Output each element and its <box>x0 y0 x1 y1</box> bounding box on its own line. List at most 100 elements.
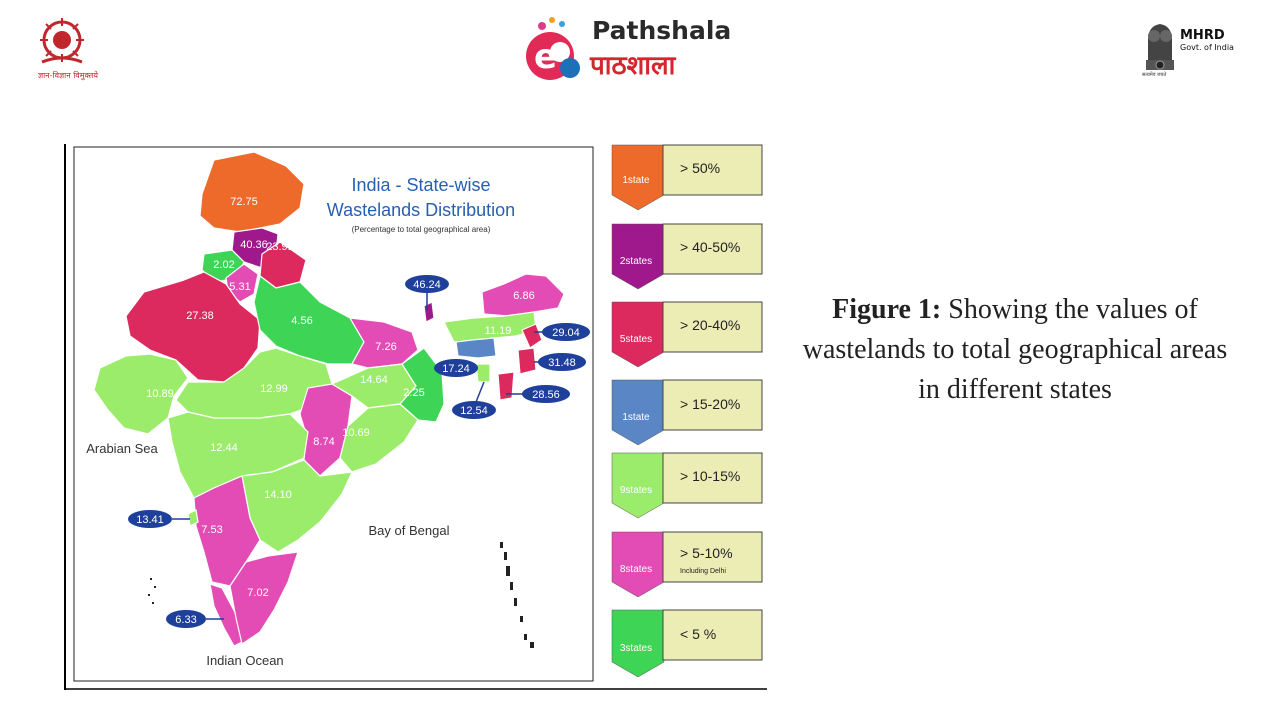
legend-range: > 10-15% <box>680 468 740 484</box>
india-wasteland-map: India - State-wise Wastelands Distributi… <box>64 144 767 690</box>
state-jammu-kashmir <box>199 151 305 233</box>
state-value-label: 2.25 <box>403 387 424 399</box>
legend-count: 1state <box>622 412 650 423</box>
legend-box <box>662 223 763 275</box>
legend-item: 3states < 5 % <box>611 609 763 678</box>
legend-item: 1state > 15-20% <box>611 379 763 446</box>
state-value-label: 23.91 <box>266 241 294 253</box>
state-value-label: 40.36 <box>240 239 268 251</box>
legend-count: 1state <box>622 175 650 186</box>
legend-item: 8states > 5-10% Including Delhi <box>611 531 763 598</box>
ugc-logo: ज्ञान-विज्ञान विमुक्तये <box>28 14 108 84</box>
legend-box <box>662 531 763 583</box>
callout-value: 46.24 <box>413 279 441 291</box>
caption-label: Figure 1: <box>832 294 942 325</box>
legend-chevron <box>611 452 665 519</box>
map-title-line2: Wastelands Distribution <box>327 200 515 220</box>
caption-text: Showing the values of wastelands to tota… <box>802 294 1228 405</box>
legend-chevron <box>611 144 665 211</box>
legend-range: > 15-20% <box>680 396 740 412</box>
legend-count: 9states <box>620 485 652 496</box>
callout-bubble <box>522 385 570 403</box>
state-value-labels: 72.75 40.36 2.02 5.31 23.91 27.38 4.56 7… <box>146 196 534 599</box>
callout-value: 13.41 <box>136 514 164 526</box>
callout-value: 31.48 <box>548 357 576 369</box>
callout-value: 29.04 <box>552 327 580 339</box>
legend-box <box>662 609 763 661</box>
islands <box>148 542 534 648</box>
state-kerala <box>209 583 243 647</box>
callout-bubble <box>538 353 586 371</box>
legend-count: 2states <box>620 256 652 267</box>
callout-bubble <box>128 510 172 528</box>
state-value-label: 6.86 <box>513 290 534 302</box>
legend: 1state > 50% 2states > 40-50% 5states > … <box>611 144 763 678</box>
ugc-emblem-icon <box>40 18 84 64</box>
mhrd-logo: MHRD Govt. of India सत्यमेव जयते <box>1140 12 1260 82</box>
state-sikkim <box>423 301 435 323</box>
state-gujarat <box>93 353 189 435</box>
state-value-label: 12.44 <box>210 442 238 454</box>
sea-label-indian: Indian Ocean <box>206 653 283 668</box>
state-odisha <box>339 403 419 473</box>
epathshala-emblem-icon: e <box>526 17 580 80</box>
callout-bubble <box>166 610 206 628</box>
legend-chevron <box>611 379 665 446</box>
legend-chevron <box>611 531 665 598</box>
state-goa <box>187 509 199 527</box>
map-figure: India - State-wise Wastelands Distributi… <box>64 142 767 690</box>
mhrd-title: MHRD <box>1180 28 1225 43</box>
legend-item: 1state > 50% <box>611 144 763 211</box>
callout-value: 12.54 <box>460 405 488 417</box>
state-value-label: 10.89 <box>146 388 174 400</box>
state-value-label: 7.02 <box>247 587 268 599</box>
state-value-label: 10.69 <box>342 427 370 439</box>
callout-bubble <box>434 359 478 377</box>
epathshala-hindi: पाठशाला <box>590 51 676 81</box>
callouts: 46.24 29.04 31.48 17.24 12.54 28.56 13.4… <box>128 275 590 628</box>
mhrd-subtitle: Govt. of India <box>1180 43 1234 52</box>
legend-box <box>662 379 763 431</box>
state-arunachal <box>481 273 565 317</box>
legend-range: > 50% <box>680 160 720 176</box>
sea-label-arabian: Arabian Sea <box>86 441 158 456</box>
legend-item: 2states > 40-50% <box>611 223 763 290</box>
state-manipur <box>517 347 537 375</box>
ugc-caption: ज्ञान-विज्ञान विमुक्तये <box>37 71 99 80</box>
map-subtitle: (Percentage to total geographical area) <box>352 225 491 234</box>
legend-range: < 5 % <box>680 626 716 642</box>
legend-box <box>662 452 763 504</box>
state-value-label: 7.53 <box>201 524 222 536</box>
state-value-label: 7.26 <box>375 341 396 353</box>
callout-value: 28.56 <box>532 389 560 401</box>
state-value-label: 2.02 <box>213 259 234 271</box>
callout-bubble <box>542 323 590 341</box>
legend-chevron <box>611 301 665 368</box>
figure-caption: Figure 1: Showing the values of wastelan… <box>800 290 1230 410</box>
ashoka-emblem-icon <box>1146 24 1174 70</box>
legend-item: 5states > 20-40% <box>611 301 763 368</box>
sea-label-bengal: Bay of Bengal <box>369 523 450 538</box>
state-value-label: 8.74 <box>313 436 334 448</box>
callout-value: 6.33 <box>175 614 196 626</box>
state-tripura <box>475 363 491 383</box>
epathshala-logo: e Pathshala पाठशाला <box>520 12 760 82</box>
state-west-bengal <box>399 347 445 423</box>
legend-chevron <box>611 223 665 290</box>
legend-count: 3states <box>620 643 652 654</box>
legend-box <box>662 301 763 353</box>
callout-bubble <box>405 275 449 293</box>
legend-box <box>662 144 763 196</box>
state-mizoram <box>497 371 515 401</box>
state-value-label: 12.99 <box>260 383 288 395</box>
legend-item: 9states > 10-15% <box>611 452 763 519</box>
legend-range: > 5-10% <box>680 545 733 561</box>
epathshala-name: Pathshala <box>592 16 732 45</box>
map-title-line1: India - State-wise <box>351 175 490 195</box>
state-value-label: 14.64 <box>360 374 388 386</box>
state-value-label: 14.10 <box>264 489 292 501</box>
state-nagaland <box>521 323 543 349</box>
mhrd-motto: सत्यमेव जयते <box>1142 72 1167 78</box>
callout-bubble <box>452 401 496 419</box>
state-meghalaya <box>455 337 497 359</box>
